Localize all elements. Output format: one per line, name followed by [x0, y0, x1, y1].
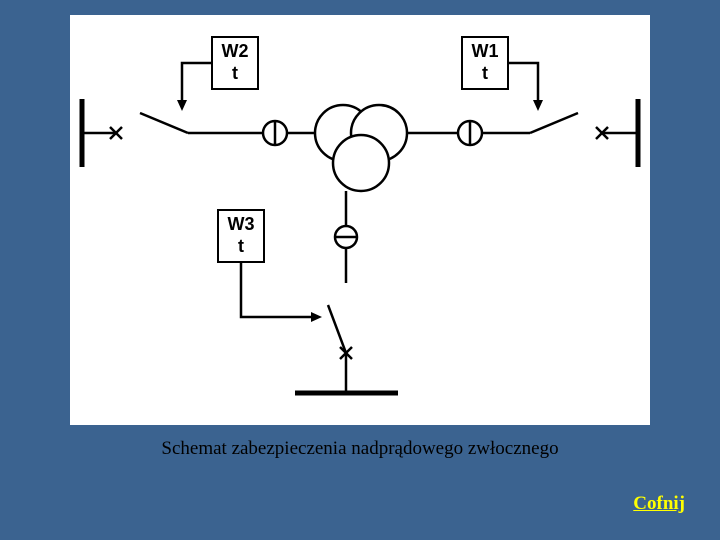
- relay-w2-arrow: [177, 100, 187, 111]
- relay-w3-lead: [241, 262, 314, 317]
- relay-w1-label2: t: [482, 63, 488, 83]
- diagram-caption: Schemat zabezpieczenia nadprądowego zwło…: [0, 438, 720, 460]
- diagram-area: W2 t W1 t W3 t: [70, 15, 650, 425]
- relay-w1-arrow: [533, 100, 543, 111]
- relay-w3-label2: t: [238, 236, 244, 256]
- breaker-right-arm: [530, 113, 578, 133]
- relay-w3-arrow: [311, 312, 322, 322]
- relay-w2-label1: W2: [222, 41, 249, 61]
- back-link[interactable]: Cofnij: [633, 493, 685, 515]
- breaker-left-arm: [140, 113, 188, 133]
- transformer-icon: [315, 105, 407, 191]
- relay-w1-lead: [508, 63, 538, 105]
- relay-w2-lead: [182, 63, 212, 105]
- schematic-svg: W2 t W1 t W3 t: [70, 15, 650, 425]
- relay-w1-label1: W1: [472, 41, 499, 61]
- breaker-bottom-arm: [328, 305, 346, 353]
- relay-w3-label1: W3: [228, 214, 255, 234]
- relay-w2-label2: t: [232, 63, 238, 83]
